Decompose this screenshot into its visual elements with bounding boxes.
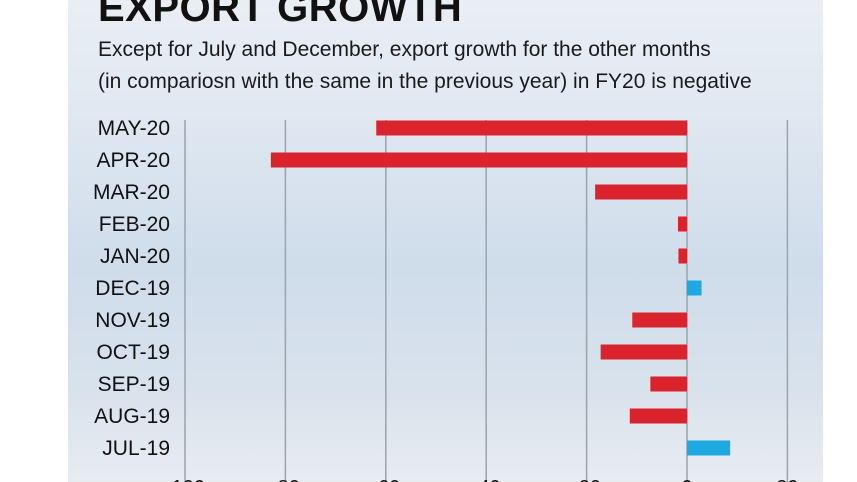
bar-feb-20 [677,216,687,232]
chart-card: MAY-20 APR-20 MAR-20 FEB-20 JAN-20 DEC-19 NOV-… [68,0,823,482]
category-label: DEC-19 [95,277,170,300]
category-label: OCT-19 [96,341,170,364]
bar-dec-19 [687,280,702,296]
bar-jul-19 [687,440,731,456]
bar-apr-20 [270,152,687,168]
x-tick-label: -80 [271,477,300,482]
x-tick-label: -40 [472,477,501,482]
bar-mar-20 [595,184,687,200]
bar-chart: MAY-20 APR-20 MAR-20 FEB-20 JAN-20 DEC-19 NOV-… [93,117,799,482]
bar-jan-20 [678,248,687,264]
x-tick-label: -20 [572,477,601,482]
bar-may-20 [376,120,687,136]
category-label: NOV-19 [95,309,170,332]
x-tick-label: 0 [681,477,692,482]
bar-aug-19 [629,408,687,424]
category-label: APR-20 [96,149,170,172]
category-label: AUG-19 [94,405,170,428]
category-label: MAR-20 [93,181,170,204]
bar-nov-19 [632,312,687,328]
category-label: SEP-19 [98,373,170,396]
x-tick-label: -60 [371,477,400,482]
x-tick-label: 20 [776,477,798,482]
chart-title: EXPORT GROWTH [98,0,463,30]
category-label: JUL-19 [102,437,170,460]
category-label: MAY-20 [98,117,170,140]
category-label: JAN-20 [100,245,170,268]
bar-sep-19 [650,376,687,392]
chart-subtitle-line-2: (in compariosn with the same in the prev… [98,70,752,93]
chart-subtitle-line-1: Except for July and December, export gro… [98,38,711,61]
category-label: FEB-20 [99,213,170,236]
x-tick-label: -100 [165,477,205,482]
bar-oct-19 [600,344,687,360]
